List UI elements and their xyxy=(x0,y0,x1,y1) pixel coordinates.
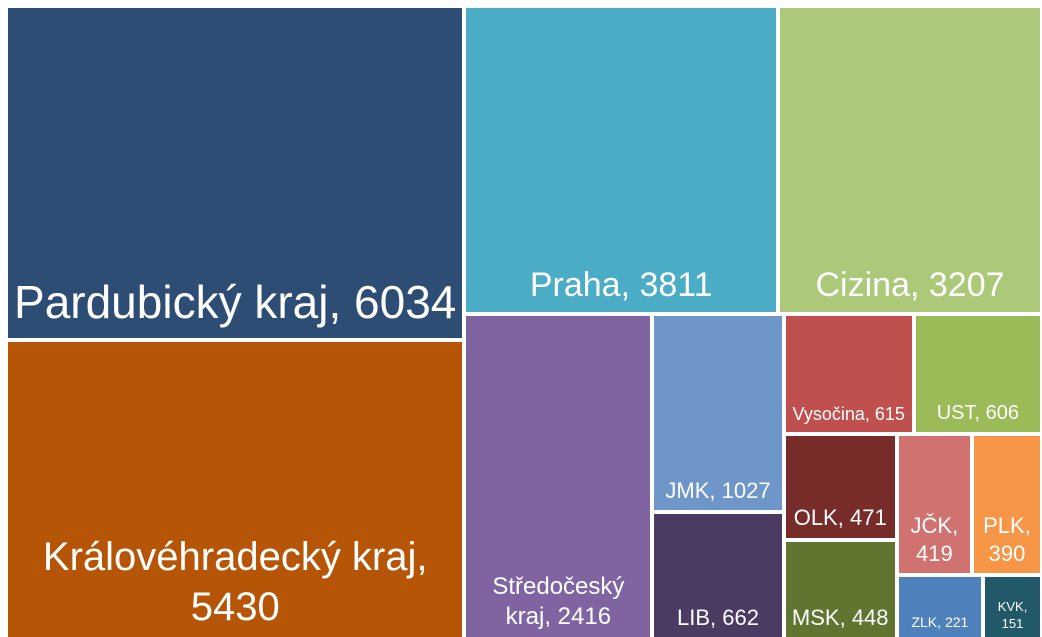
separator: , xyxy=(709,477,716,503)
category-name: KVK xyxy=(997,599,1024,615)
tile-label: Cizina, 3207 xyxy=(810,264,1011,312)
category-name: ZLK xyxy=(911,614,938,631)
separator: , xyxy=(952,513,959,539)
value-label: 3811 xyxy=(639,265,713,304)
category-name: PLK xyxy=(983,513,1025,539)
category-name: UST xyxy=(936,401,975,424)
separator: , xyxy=(416,534,428,579)
tile-label: Středočeský kraj, 2416 xyxy=(466,572,650,637)
category-name: Praha xyxy=(529,265,621,304)
separator: , xyxy=(328,276,342,329)
value-label: 615 xyxy=(874,404,905,425)
tile: JMK, 1027 xyxy=(652,314,784,513)
separator: , xyxy=(864,404,870,425)
separator: , xyxy=(937,614,942,631)
tile: ZLK, 221 xyxy=(896,575,984,637)
value-label: 6034 xyxy=(354,276,457,329)
separator: , xyxy=(839,605,846,631)
tile-label: ZLK, 221 xyxy=(905,614,974,637)
value-label: 151 xyxy=(1001,615,1024,631)
value-label: 3207 xyxy=(928,265,1005,304)
separator: , xyxy=(544,602,551,630)
category-name: Královéhradecký kraj xyxy=(42,534,417,579)
value-label: 448 xyxy=(851,605,889,631)
value-label: 419 xyxy=(915,540,953,566)
tile: Královéhradecký kraj, 5430 xyxy=(6,339,465,637)
tile: Vysočina, 615 xyxy=(783,314,914,434)
tile: Cizina, 3207 xyxy=(778,6,1042,315)
tile-label: MSK, 448 xyxy=(786,604,895,637)
tile: OLK, 471 xyxy=(783,433,897,540)
tile-label: Královéhradecký kraj, 5430 xyxy=(8,532,462,637)
value-label: 221 xyxy=(944,614,969,631)
tile: Pardubický kraj, 6034 xyxy=(6,6,465,340)
tile-label: UST, 606 xyxy=(931,401,1025,432)
tile-label: JMK, 1027 xyxy=(659,477,776,510)
tile: LIB, 662 xyxy=(652,512,784,637)
tile: Středočeský kraj, 2416 xyxy=(464,314,653,637)
tile-label: KVK, 151 xyxy=(985,599,1040,637)
category-name: OLK xyxy=(793,505,838,530)
tile-label: LIB, 662 xyxy=(671,604,765,637)
separator: , xyxy=(1023,599,1028,615)
tile: KVK, 151 xyxy=(983,575,1042,637)
value-label: 471 xyxy=(849,505,887,530)
tile-label: Vysočina, 615 xyxy=(787,403,911,432)
value-label: 2416 xyxy=(557,602,612,630)
value-label: 1027 xyxy=(721,477,771,503)
category-name: JMK xyxy=(665,477,710,503)
tile: JČK, 419 xyxy=(896,433,972,576)
value-label: 5430 xyxy=(190,584,280,629)
separator: , xyxy=(710,605,717,631)
tile-label: PLK, 390 xyxy=(974,512,1040,573)
value-label: 606 xyxy=(985,401,1020,424)
tile-label: Praha, 3811 xyxy=(524,264,719,312)
tile: Praha, 3811 xyxy=(464,6,779,315)
tile-label: OLK, 471 xyxy=(788,504,893,538)
category-name: LIB xyxy=(677,605,711,631)
tile-label: JČK, 419 xyxy=(899,512,970,573)
category-name: Středočeský kraj xyxy=(492,572,625,630)
tile-label: Pardubický kraj, 6034 xyxy=(8,274,462,338)
category-name: MSK xyxy=(791,605,840,631)
tile: UST, 606 xyxy=(913,314,1042,434)
separator: , xyxy=(1024,513,1031,539)
category-name: Cizina xyxy=(815,265,910,304)
separator: , xyxy=(974,401,981,424)
category-name: JČK xyxy=(910,513,953,539)
separator: , xyxy=(837,505,844,530)
category-name: Vysočina xyxy=(792,404,865,425)
value-label: 390 xyxy=(988,540,1026,566)
separator: , xyxy=(620,265,631,304)
tile: PLK, 390 xyxy=(971,433,1042,576)
separator: , xyxy=(909,265,920,304)
value-label: 662 xyxy=(722,605,759,631)
category-name: Pardubický kraj xyxy=(14,276,329,329)
tile: MSK, 448 xyxy=(783,539,897,637)
